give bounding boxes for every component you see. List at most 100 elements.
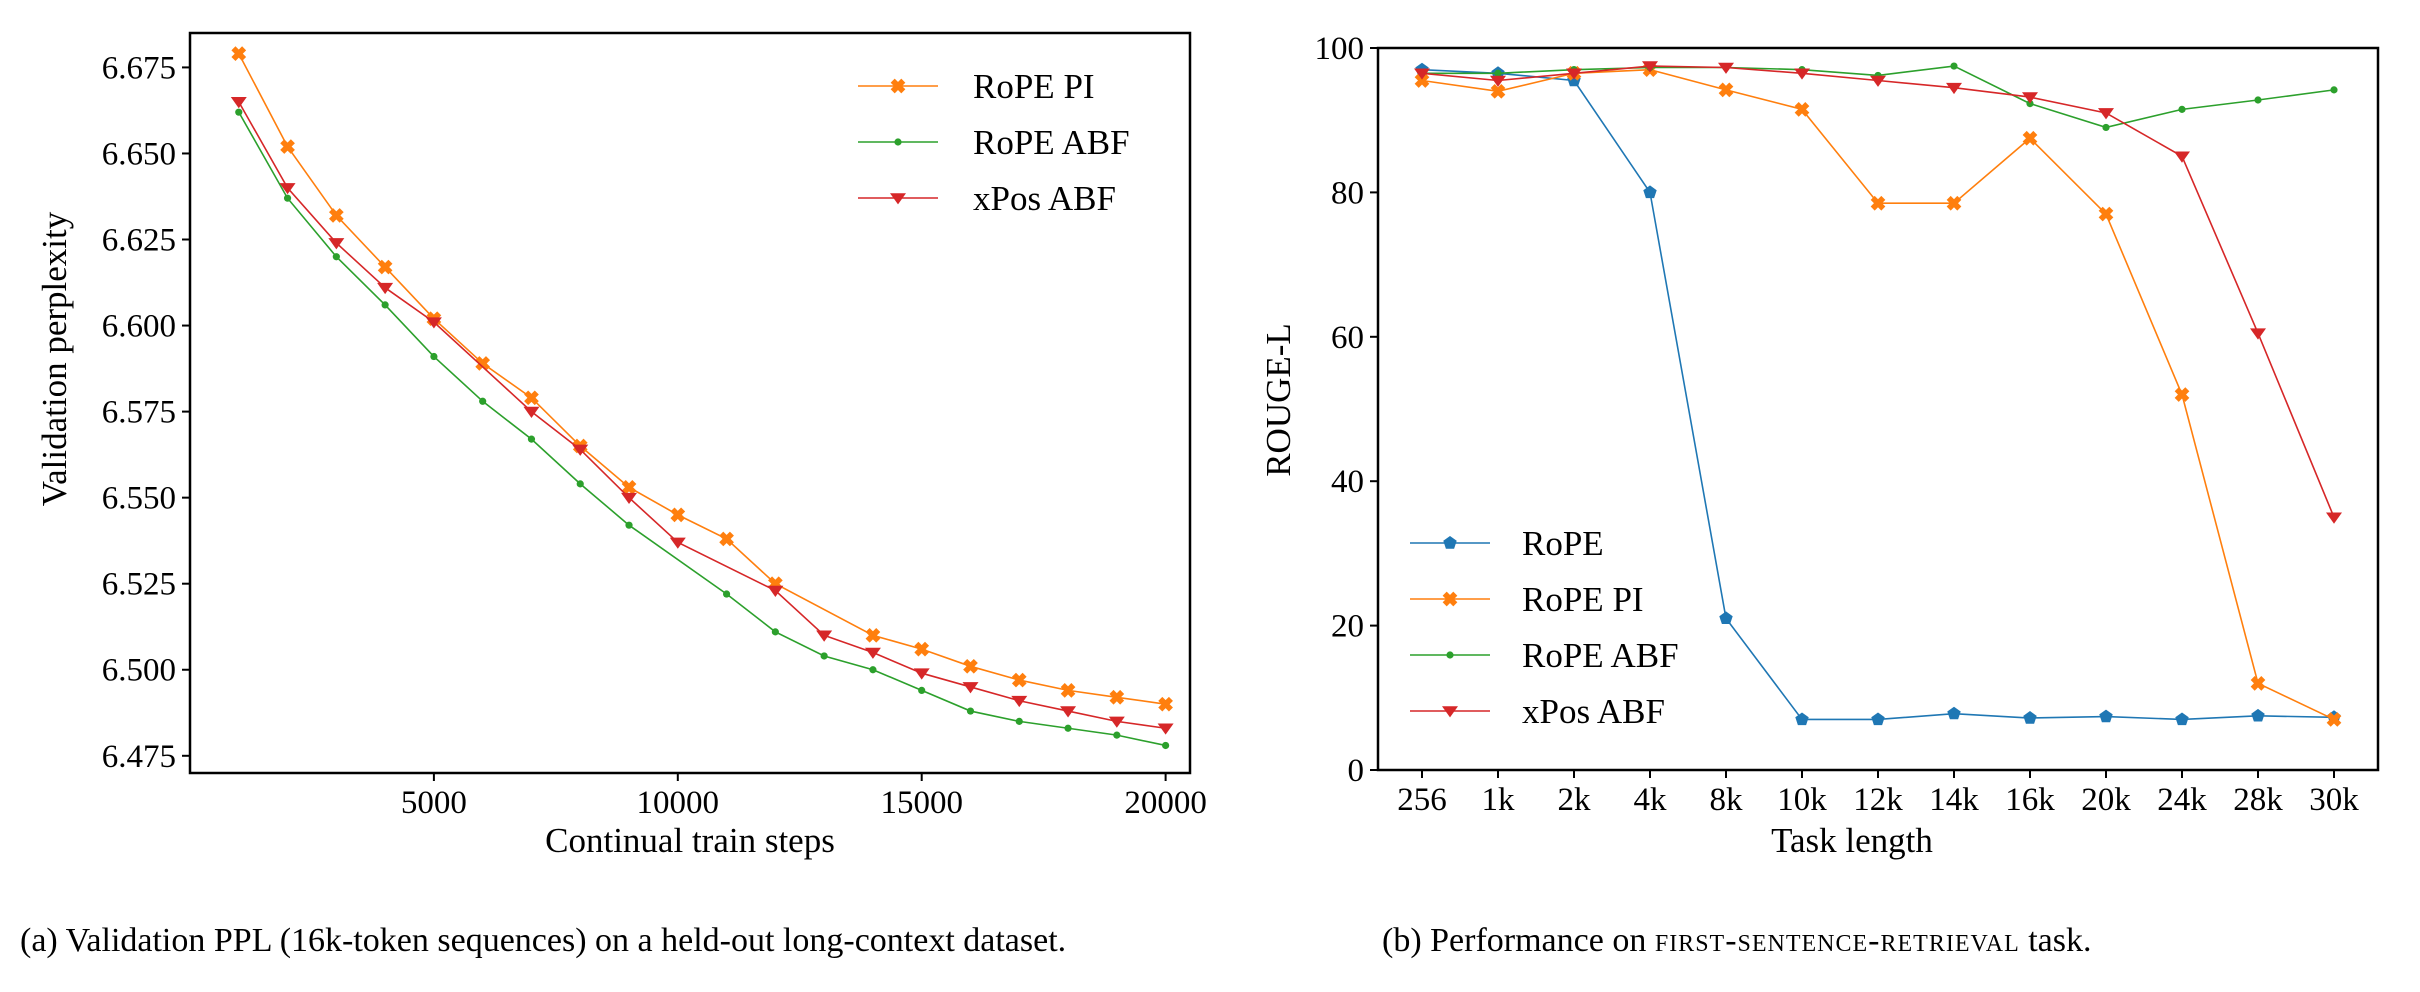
chart-b-x-ticks: 256 1k 2k 4k 8k 10k 12k 14k 16k 20k 24k 28k 30k (1397, 770, 2359, 818)
data-point (527, 435, 536, 443)
data-point (1064, 724, 1072, 732)
data-point (2026, 99, 2034, 108)
x-tick-label: 10k (1777, 782, 1827, 818)
legend-item-rope-abf: RoPE ABF (1410, 636, 1679, 675)
legend-item-xpos-abf: xPos ABF (858, 179, 1116, 218)
data-point (2098, 108, 2114, 120)
data-point (1870, 195, 1886, 211)
legend-item-rope-pi: RoPE PI (858, 67, 1095, 106)
data-point (1011, 695, 1028, 708)
legend-marker (1443, 536, 1457, 549)
x-tick-label: 14k (1929, 782, 1979, 818)
data-point (820, 652, 828, 660)
data-point (1870, 75, 1886, 87)
data-point (2023, 711, 2037, 724)
legend-label: RoPE PI (973, 67, 1095, 106)
x-tick-label: 2k (1558, 782, 1592, 818)
data-point (2174, 387, 2190, 402)
data-point (381, 301, 389, 309)
y-tick-label: 6.600 (102, 309, 176, 345)
data-point (962, 682, 979, 694)
data-point (1947, 706, 1961, 720)
data-point (719, 531, 734, 547)
data-point (1162, 741, 1170, 750)
chart-b-x-label: Task length (1771, 821, 1933, 860)
legend-marker (894, 138, 902, 146)
data-point (1950, 62, 1958, 70)
data-point (377, 282, 394, 295)
chart-b-y-label: ROUGE-L (1259, 323, 1298, 477)
y-tick-label: 6.650 (102, 136, 176, 172)
series-xpos-abf (1414, 61, 2342, 524)
data-point (235, 108, 243, 116)
data-point (1113, 731, 1121, 739)
data-point (572, 444, 589, 456)
chart-a-frame (188, 31, 1192, 775)
legend-label: xPos ABF (1522, 692, 1665, 731)
series-rope-abf (235, 108, 1170, 750)
data-point (1490, 83, 1506, 99)
data-point (1494, 69, 1502, 77)
data-point (864, 647, 881, 659)
data-point (2098, 206, 2114, 222)
data-point (280, 139, 295, 154)
data-point (1871, 712, 1885, 726)
data-point (1946, 82, 1962, 95)
data-point (1794, 68, 1810, 80)
data-point (479, 397, 487, 405)
data-point (425, 317, 442, 329)
data-point (2175, 712, 2189, 726)
data-point (625, 521, 633, 529)
legend-label: xPos ABF (973, 179, 1116, 218)
data-point (231, 46, 247, 61)
legend-label: RoPE PI (1522, 580, 1644, 619)
data-point (1015, 717, 1023, 725)
data-point (963, 658, 978, 674)
data-point (767, 585, 784, 597)
data-point (1060, 683, 1076, 698)
data-point (865, 627, 881, 643)
data-point (377, 259, 393, 275)
legend-marker (1442, 591, 1458, 607)
legend-marker (1446, 651, 1454, 659)
x-tick-label: 4k (1634, 782, 1668, 818)
series-xpos-abf (230, 97, 1174, 735)
data-point (475, 356, 491, 371)
series-rope-abf (1418, 62, 2338, 132)
x-tick-label: 20000 (1124, 785, 1207, 821)
data-point (914, 641, 930, 657)
y-tick-label: 6.675 (102, 50, 176, 86)
x-tick-label: 256 (1397, 782, 1447, 818)
data-point (869, 666, 877, 674)
x-tick-label: 15000 (880, 785, 963, 821)
y-tick-label: 80 (1331, 175, 1364, 211)
legend-label: RoPE (1522, 524, 1604, 563)
y-tick-label: 6.550 (102, 481, 176, 517)
caption-b-suffix: task. (2019, 922, 2092, 959)
chart-a: 6.475 6.500 6.525 6.550 6.575 6.600 6.625 6.650… (35, 31, 1207, 860)
series-line (1421, 68, 2335, 721)
data-point (1642, 61, 1658, 73)
series-rope-pi (231, 46, 1173, 712)
data-point (1794, 102, 1810, 117)
data-point (524, 390, 539, 406)
data-point (1643, 185, 1657, 199)
data-point (283, 194, 292, 202)
data-point (523, 406, 540, 419)
y-tick-label: 6.525 (102, 567, 176, 603)
data-point (1718, 62, 1734, 74)
data-point (2330, 86, 2338, 94)
data-point (332, 253, 340, 261)
data-point (1158, 696, 1173, 712)
data-point (722, 590, 731, 598)
data-point (279, 183, 296, 195)
x-tick-label: 10000 (637, 785, 720, 821)
data-point (2326, 712, 2342, 727)
data-point (918, 686, 926, 694)
y-tick-label: 6.575 (102, 395, 176, 431)
data-point (1109, 689, 1125, 705)
data-point (1011, 672, 1027, 688)
data-point (1566, 68, 1582, 80)
